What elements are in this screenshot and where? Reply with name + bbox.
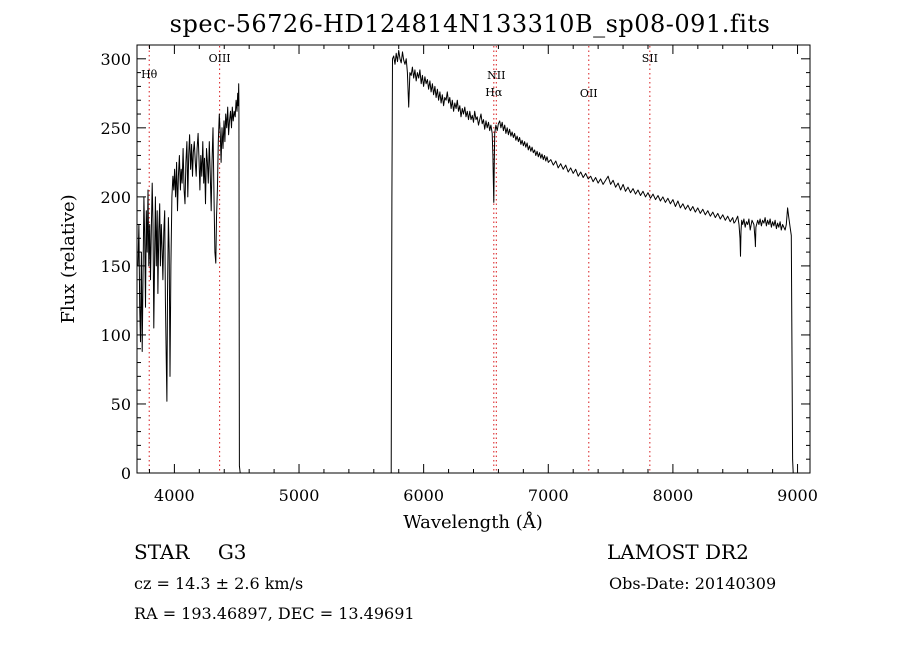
x-tick-label-1: 5000 <box>279 486 320 505</box>
x-axis-label: Wavelength (Å) <box>403 511 543 533</box>
y-tick-label-4: 200 <box>100 188 131 207</box>
y-tick-label-3: 150 <box>100 257 131 276</box>
spectrum-line-segment-1 <box>390 50 794 474</box>
y-tick-label-0: 0 <box>121 464 131 483</box>
object-type: STAR <box>134 540 190 564</box>
object-classification: STAR G3 <box>134 540 247 564</box>
x-tick-label-4: 8000 <box>653 486 694 505</box>
plot-frame <box>136 44 811 474</box>
marker-label-1: OIII <box>209 52 231 65</box>
spectrum-series <box>137 50 794 474</box>
observation-date: Obs-Date: 20140309 <box>609 574 777 593</box>
x-tick-label-0: 4000 <box>154 486 195 505</box>
y-tick-label-6: 300 <box>100 50 131 69</box>
spectrum-line-segment-0 <box>137 83 241 474</box>
marker-label-5: SII <box>642 52 658 65</box>
object-subclass: G3 <box>217 540 247 564</box>
chart-title: spec-56726-HD124814N133310B_sp08-091.fit… <box>169 10 771 38</box>
marker-label-2: NII <box>487 69 505 82</box>
marker-label-0: Hθ <box>141 68 158 81</box>
coordinates: RA = 193.46897, DEC = 13.49691 <box>134 604 415 623</box>
y-tick-label-1: 50 <box>111 395 131 414</box>
y-tick-label-5: 250 <box>100 119 131 138</box>
axis-tick-labels: 4000 5000 6000 7000 8000 9000 0 50 100 150 200 250 3… <box>100 50 817 505</box>
marker-label-3: Hα <box>485 86 503 99</box>
emission-line-labels: Hθ OIII NII Hα OII SII <box>141 52 658 100</box>
y-axis-label: Flux (relative) <box>58 194 79 323</box>
marker-label-4: OII <box>580 87 598 100</box>
x-tick-label-5: 9000 <box>777 486 818 505</box>
axis-ticks <box>137 44 810 474</box>
x-tick-label-3: 7000 <box>528 486 569 505</box>
emission-line-markers <box>148 46 651 472</box>
y-tick-label-2: 100 <box>100 326 131 345</box>
redshift-velocity: cz = 14.3 ± 2.6 km/s <box>134 574 304 593</box>
survey-name: LAMOST DR2 <box>607 540 749 564</box>
x-tick-label-2: 6000 <box>403 486 444 505</box>
